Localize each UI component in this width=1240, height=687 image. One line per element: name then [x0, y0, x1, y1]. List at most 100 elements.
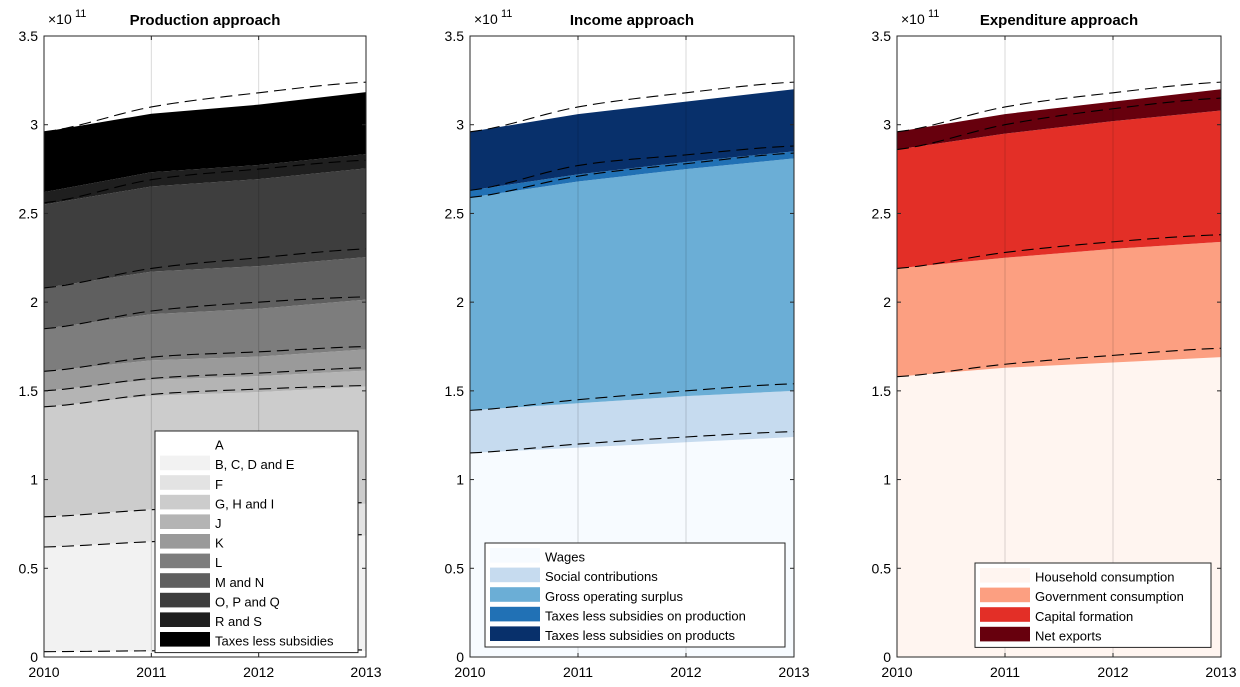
dashed-line-6 [43, 345, 367, 372]
y-tick-label: 0 [30, 649, 38, 665]
legend-entry: Household consumption [1035, 570, 1174, 585]
x-tick-label: 2010 [881, 664, 912, 680]
dashed-line-2 [469, 383, 795, 411]
x-tick-label: 2011 [136, 664, 166, 680]
legend-swatch [490, 626, 540, 641]
legend-entry: Taxes less subsidies on products [545, 628, 736, 643]
y-tick-label: 1.5 [872, 383, 892, 399]
legend-entry: G, H and I [215, 496, 274, 511]
y-tick-label: 2 [30, 294, 38, 310]
y-tick-label: 3 [456, 117, 464, 133]
x-tick-label: 2010 [28, 664, 59, 680]
legend-swatch [160, 475, 210, 490]
y-tick-label: 1.5 [445, 383, 465, 399]
area-taxes-less-subsidies-on-production [470, 151, 794, 198]
dashed-line-1 [896, 347, 1222, 378]
legend-swatch [980, 626, 1030, 642]
legend-entry: J [215, 516, 222, 531]
area-government-consumption [897, 241, 1221, 377]
chart-panel-3: 0 0.5 1 1.5 2 2.5 3 3.5 2010 2011 2012 2013 ×10 11 Exp… [872, 8, 1237, 680]
x-tick-label: 2011 [563, 664, 593, 680]
legend-entry: L [215, 555, 222, 570]
y-exponent-label: ×10 [901, 11, 925, 27]
legend-swatch [160, 455, 210, 471]
y-tick-label: 1 [30, 472, 38, 488]
y-tick-label: 0.5 [445, 560, 465, 576]
chart-title: Production approach [130, 12, 281, 29]
y-tick-label: 0 [456, 649, 464, 665]
y-tick-label: 1 [883, 472, 891, 488]
y-tick-label: 3.5 [445, 28, 465, 44]
y-tick-label: 0.5 [872, 560, 892, 576]
legend: Household consumption Government consumpt… [974, 562, 1212, 648]
dashed-line-5 [43, 367, 367, 392]
dashed-line-4 [896, 81, 1222, 133]
legend-entry: Gross operating surplus [545, 589, 684, 604]
legend-entry: Wages [545, 550, 585, 565]
y-exponent-label: ×10 [474, 11, 498, 27]
area-social-contributions [470, 390, 794, 453]
area-k [44, 349, 366, 391]
legend-entry: Net exports [1035, 628, 1102, 643]
legend-entry: Taxes less subsidies [215, 634, 334, 649]
y-tick-label: 2.5 [19, 205, 39, 221]
y-tick-label: 0.5 [19, 560, 39, 576]
legend-entry: F [215, 477, 223, 492]
axes-box [896, 35, 1222, 658]
legend-swatch [160, 632, 210, 647]
y-tick-label: 3.5 [872, 28, 892, 44]
axes-box [43, 35, 367, 658]
legend-entry: A [215, 438, 224, 453]
legend-entry: R and S [215, 614, 262, 629]
y-exponent-power: 11 [928, 8, 939, 20]
legend-swatch [980, 587, 1030, 603]
y-tick-label: 2.5 [445, 205, 465, 221]
y-exponent-power: 11 [501, 8, 512, 20]
dashed-line-8 [43, 248, 367, 289]
legend-swatch [160, 592, 210, 608]
x-tick-label: 2012 [243, 664, 274, 680]
dashed-line-11 [43, 81, 367, 133]
axes-box [469, 35, 795, 658]
x-tick-label: 2011 [990, 664, 1020, 680]
legend-entry: K [215, 536, 224, 551]
legend-swatch [490, 587, 540, 602]
chart-title: Income approach [570, 12, 694, 29]
legend-entry: Social contributions [545, 569, 658, 584]
legend-swatch [160, 553, 210, 569]
y-tick-label: 3.5 [19, 28, 39, 44]
x-tick-label: 2012 [670, 664, 701, 680]
y-tick-label: 1 [456, 472, 464, 488]
chart-panel-2: 0 0.5 1 1.5 2 2.5 3 3.5 2010 2011 2012 2013 ×10 11 Inc… [445, 8, 810, 680]
area-taxes-less-subsidies-on-products [470, 89, 794, 191]
legend-swatch [980, 568, 1030, 583]
legend-entry: Capital formation [1035, 609, 1133, 624]
legend-swatch [160, 534, 210, 549]
y-exponent-label: ×10 [48, 11, 72, 27]
legend: Wages Social contributions Gross operating… [484, 542, 786, 648]
legend-entry: Government consumption [1035, 589, 1184, 604]
y-tick-label: 3 [883, 117, 891, 133]
legend-entry: B, C, D and E [215, 457, 295, 472]
x-tick-label: 2013 [1205, 664, 1236, 680]
area-capital-formation [897, 110, 1221, 269]
area-net-exports [897, 89, 1221, 150]
y-tick-label: 2 [456, 294, 464, 310]
dashed-line-3 [896, 97, 1222, 151]
legend-swatch [980, 607, 1030, 622]
legend-entry: O, P and Q [215, 594, 280, 609]
dashed-line-2 [896, 234, 1222, 269]
legend-entry: M and N [215, 575, 264, 590]
x-tick-label: 2013 [778, 664, 809, 680]
y-tick-label: 3 [30, 117, 38, 133]
y-tick-label: 2 [883, 294, 891, 310]
dashed-line-9 [43, 159, 367, 204]
chart-panel-1: 0 0.5 1 1.5 2 2.5 3 3.5 2010 2011 2012 2013 ×10 11 Pro… [19, 8, 382, 680]
y-tick-label: 1.5 [19, 383, 39, 399]
y-tick-label: 2.5 [872, 205, 892, 221]
dashed-line-4 [469, 145, 795, 191]
area-l [44, 299, 366, 372]
dashed-line-5 [469, 81, 795, 133]
